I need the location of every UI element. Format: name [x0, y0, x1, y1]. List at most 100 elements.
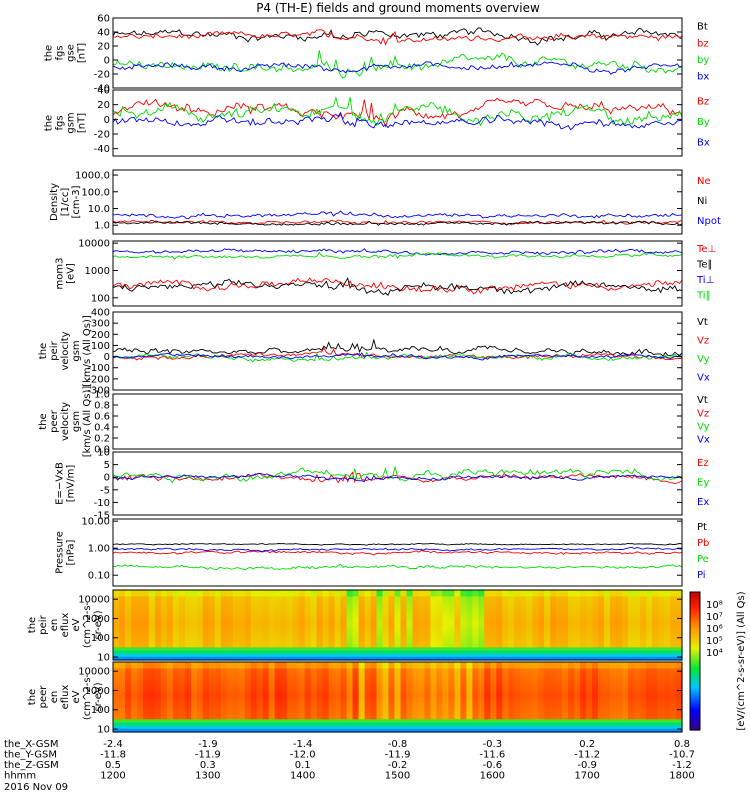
heatmap-cell: [418, 706, 426, 711]
heatmap-cell: [574, 719, 581, 724]
heatmap-cell: [220, 719, 228, 724]
heatmap-cell: [340, 677, 348, 682]
heatmap-cell: [580, 687, 587, 692]
heatmap-cell: [364, 687, 372, 692]
heatmap-cell: [508, 700, 515, 704]
heatmap-cell: [125, 605, 132, 610]
heatmap-cell: [184, 662, 192, 666]
heatmap-cell: [400, 647, 408, 652]
heatmap-cell: [113, 656, 120, 661]
panel-frame: [112, 17, 683, 89]
heatmap-cell: [190, 612, 198, 617]
heatmap-cell: [131, 706, 138, 711]
heatmap-cell: [406, 609, 414, 613]
heatmap-cell: [196, 640, 204, 645]
heatmap-cell: [119, 706, 126, 711]
heatmap-cell: [580, 621, 587, 626]
heatmap-cell: [220, 709, 228, 714]
heatmap-cell: [142, 668, 150, 673]
heatmap-cell: [142, 712, 150, 717]
heatmap-cell: [113, 703, 120, 708]
heatmap-cell: [502, 644, 509, 648]
heatmap-cell: [604, 605, 611, 610]
legend-entry: Ex: [697, 497, 709, 508]
heatmap-cell: [184, 687, 192, 692]
heatmap-cell: [634, 684, 641, 689]
heatmap-cell: [244, 599, 252, 604]
heatmap-cell: [664, 653, 671, 658]
heatmap-cell: [292, 684, 300, 689]
heatmap-cell: [586, 690, 593, 695]
heatmap-cell: [142, 618, 150, 623]
heatmap-cell: [148, 671, 156, 676]
heatmap-cell: [514, 677, 521, 682]
heatmap-cell: [292, 637, 300, 642]
heatmap-cell: [532, 593, 539, 597]
heatmap-cell: [184, 712, 192, 717]
heatmap-cell: [334, 712, 342, 717]
heatmap-cell: [676, 593, 683, 597]
heatmap-cell: [640, 640, 647, 645]
heatmap-cell: [322, 700, 330, 704]
heatmap-cell: [370, 590, 378, 594]
series-line-ni: [112, 220, 683, 226]
y-tick-label: -40: [94, 144, 110, 155]
heatmap-cell: [196, 605, 204, 610]
heatmap-cell: [616, 662, 623, 666]
heatmap-cell: [322, 687, 330, 692]
heatmap-cell: [376, 697, 384, 701]
colorbar-frame: [689, 591, 701, 731]
heatmap-cell: [586, 693, 593, 698]
heatmap-cell: [634, 650, 641, 655]
heatmap-cell: [125, 709, 132, 714]
heatmap-cell: [166, 722, 174, 727]
heatmap-cell: [274, 716, 282, 720]
heatmap-cell: [640, 671, 647, 676]
heatmap-cell: [508, 709, 515, 714]
heatmap-cell: [430, 605, 437, 610]
heatmap-cell: [598, 687, 605, 692]
heatmap-cell: [220, 596, 228, 601]
heatmap-cell: [448, 602, 455, 607]
heatmap-cell: [472, 697, 479, 701]
heatmap-cell: [196, 656, 204, 661]
heatmap-cell: [178, 650, 186, 655]
heatmap-cell: [646, 605, 653, 610]
heatmap-cell: [113, 602, 120, 607]
heatmap-cell: [376, 725, 384, 730]
heatmap-cell: [592, 625, 599, 629]
heatmap-cell: [238, 722, 246, 727]
heatmap-cell: [238, 690, 246, 695]
heatmap-cell: [190, 719, 198, 724]
heatmap-cell: [628, 709, 635, 714]
heatmap-cell: [496, 647, 503, 652]
heatmap-cell: [424, 709, 432, 714]
heatmap-cell: [214, 716, 222, 720]
heatmap-cell: [538, 656, 545, 661]
heatmap-cell: [160, 625, 168, 629]
heatmap-cell: [364, 709, 372, 714]
heatmap-cell: [166, 709, 174, 714]
heatmap-cell: [196, 671, 204, 676]
heatmap-cell: [658, 640, 665, 645]
heatmap-cell: [262, 631, 270, 636]
heatmap-cell: [544, 681, 551, 685]
y-tick-label: -200: [87, 374, 110, 385]
heatmap-cell: [238, 706, 246, 711]
heatmap-cell: [113, 690, 120, 695]
heatmap-cell: [538, 677, 545, 682]
heatmap-cell: [358, 725, 366, 730]
heatmap-cell: [376, 653, 384, 658]
heatmap-cell: [370, 681, 378, 685]
heatmap-cell: [628, 693, 635, 698]
heatmap-cell: [113, 612, 120, 617]
heatmap-cell: [616, 593, 623, 597]
heatmap-cell: [448, 615, 455, 620]
heatmap-cell: [190, 593, 198, 597]
heatmap-cell: [556, 656, 563, 661]
heatmap-cell: [370, 625, 378, 629]
heatmap-cell: [634, 599, 641, 604]
legend-entry: Vy: [697, 421, 710, 432]
heatmap-cell: [436, 706, 443, 711]
heatmap-cell: [316, 674, 324, 679]
